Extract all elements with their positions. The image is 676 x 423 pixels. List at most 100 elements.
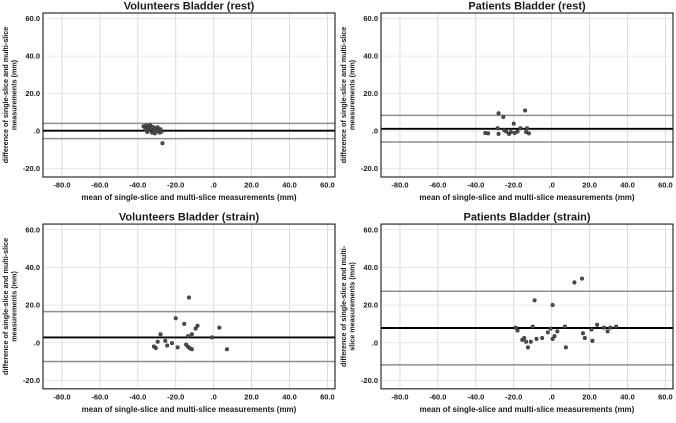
data-point: [572, 280, 577, 285]
y-tick-label: -20.0: [361, 164, 378, 173]
data-point: [545, 330, 550, 335]
data-points: [141, 123, 165, 146]
data-point: [534, 336, 539, 341]
data-point: [518, 126, 523, 131]
x-tick-label: -20.0: [167, 181, 184, 190]
data-point: [195, 323, 200, 328]
data-point: [608, 325, 613, 330]
data-point: [522, 335, 527, 341]
x-tick-label: 20.0: [582, 392, 597, 401]
x-tick-label: -20.0: [505, 181, 522, 190]
x-axis-label: mean of single-slice and multi-slice mea…: [420, 405, 635, 414]
y-tick-label: 40.0: [363, 263, 378, 272]
y-tick-label: .0: [372, 127, 378, 136]
y-tick-label: 60.0: [363, 14, 378, 23]
y-axis-label: difference of single-slice and multi-sli…: [1, 238, 10, 375]
panel-title: Patients Bladder (rest): [468, 1, 586, 13]
x-tick-label: 40.0: [282, 392, 297, 401]
x-tick-label: 60.0: [658, 181, 673, 190]
x-tick-label: -60.0: [91, 392, 108, 401]
data-point: [548, 326, 553, 331]
data-point: [523, 108, 528, 113]
x-tick-label: -40.0: [467, 392, 484, 401]
x-tick-label: -20.0: [505, 392, 522, 401]
data-point: [495, 126, 500, 131]
data-points: [151, 295, 229, 352]
data-point: [486, 131, 491, 136]
bland-altman-chart: Volunteers Bladder (strain) 60.0 40.0 20.0.…: [1, 212, 336, 414]
data-point: [530, 324, 535, 329]
data-point: [579, 276, 584, 281]
data-point: [526, 131, 531, 136]
bland-altman-chart: Patients Bladder (rest) 60.0 40.0 20.0 .0 -20…: [339, 1, 674, 202]
x-tick-label: 40.0: [282, 181, 297, 190]
x-tick-label: -80.0: [53, 181, 70, 190]
x-tick-label: .0: [549, 181, 555, 190]
x-tick-label: -40.0: [129, 181, 146, 190]
gridlines: [381, 13, 673, 177]
bland-altman-chart: Volunteers Bladder (rest) 60.0 40.0 20.0 .0 -…: [1, 1, 336, 202]
data-point: [158, 332, 163, 337]
x-tick-label: 20.0: [582, 181, 597, 190]
y-tick-label: -20.0: [361, 376, 378, 385]
data-point: [528, 339, 533, 344]
panel-patients-bladder-strain: Patients Bladder (strain) 60.0 40.0 20.0 .0 -…: [338, 211, 676, 423]
data-point: [524, 339, 529, 344]
y-tick-label: .0: [34, 338, 40, 347]
data-point: [496, 111, 501, 116]
bland-altman-chart: Patients Bladder (strain) 60.0 40.0 20.0 .0 -…: [339, 212, 674, 414]
y-tick-label: .0: [372, 338, 378, 347]
gridlines: [381, 224, 673, 389]
y-axis-label: measurements (mm): [348, 59, 357, 130]
data-point: [159, 129, 164, 134]
data-point: [589, 327, 594, 332]
data-point: [173, 316, 178, 321]
y-tick-label: 40.0: [363, 52, 378, 61]
data-point: [217, 325, 222, 330]
y-tick-label: 20.0: [25, 301, 40, 310]
plot-border: [380, 12, 674, 178]
data-point: [555, 329, 560, 334]
y-tick-label: 20.0: [25, 89, 40, 98]
x-axis-label: mean of single-slice and multi-slice mea…: [82, 405, 297, 414]
x-tick-label: -60.0: [429, 181, 446, 190]
x-tick-label: -60.0: [91, 181, 108, 190]
data-point: [186, 334, 191, 339]
x-tick-label: .0: [211, 181, 217, 190]
y-axis-label: difference of single-slice and multi-: [339, 245, 348, 367]
data-point: [163, 338, 168, 343]
gridlines: [43, 13, 335, 177]
x-tick-label: 60.0: [320, 181, 335, 190]
data-point: [160, 141, 165, 146]
data-point: [595, 322, 600, 327]
data-point: [182, 321, 187, 326]
data-point: [525, 345, 530, 350]
data-point: [511, 121, 516, 126]
y-tick-label: 60.0: [25, 14, 40, 23]
x-tick-label: 20.0: [244, 181, 259, 190]
data-point: [515, 328, 520, 333]
data-point: [601, 325, 606, 330]
data-point: [508, 130, 513, 135]
data-point: [187, 295, 192, 300]
x-tick-label: -80.0: [391, 392, 408, 401]
data-point: [550, 303, 555, 308]
data-point: [513, 325, 518, 330]
gridlines: [43, 224, 335, 389]
plot-border: [42, 12, 336, 178]
y-axis-label: difference of single-slice and multi-sli…: [339, 27, 348, 164]
x-tick-label: -20.0: [167, 392, 184, 401]
x-tick-label: 60.0: [658, 392, 673, 401]
x-tick-label: -80.0: [53, 392, 70, 401]
x-tick-label: 60.0: [320, 392, 335, 401]
data-point: [540, 335, 545, 341]
y-axis-label: slice measurements (mm): [348, 262, 357, 351]
x-tick-label: -40.0: [129, 392, 146, 401]
data-point: [605, 329, 610, 334]
panel-title: Volunteers Bladder (strain): [119, 212, 260, 224]
x-tick-label: -60.0: [429, 392, 446, 401]
x-axis-label: mean of single-slice and multi-slice mea…: [419, 193, 635, 202]
data-point: [590, 338, 595, 343]
data-point: [582, 335, 587, 341]
